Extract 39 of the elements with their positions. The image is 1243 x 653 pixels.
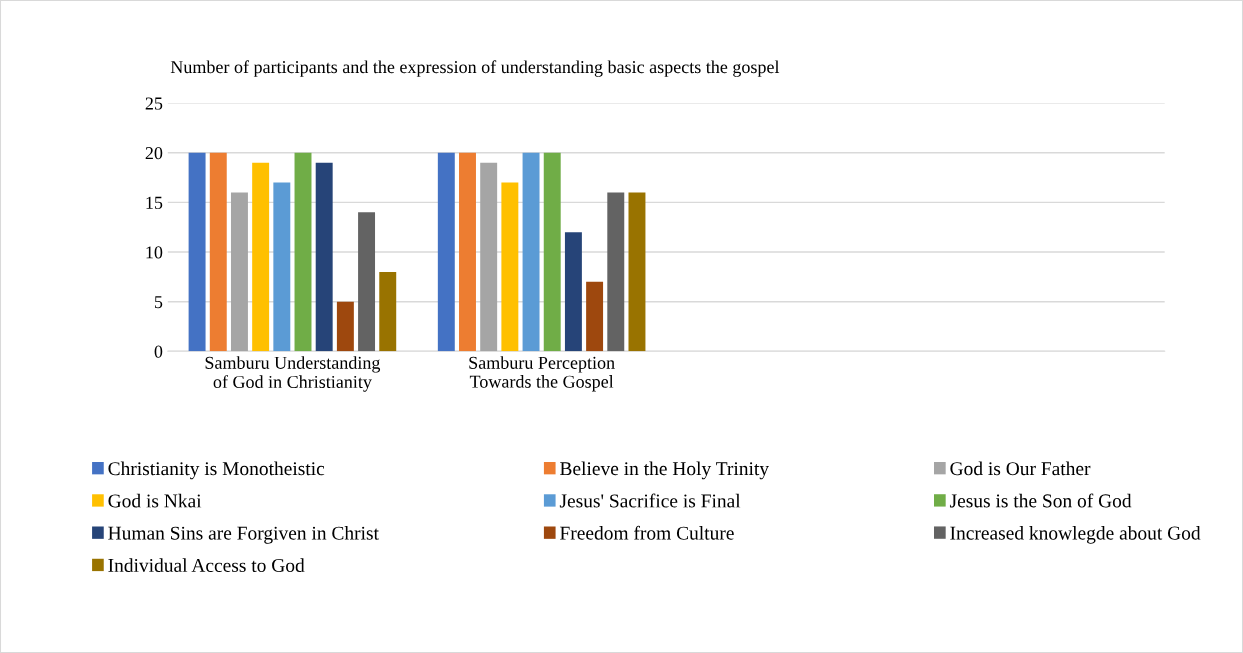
bar	[437, 152, 455, 352]
bar	[230, 192, 248, 352]
y-tick-label: 20	[145, 147, 163, 160]
bar	[522, 152, 540, 352]
x-tick-label: Samburu Understanding of God in Christianity	[205, 356, 381, 392]
legend-label: Jesus is the Son of God	[949, 493, 1132, 508]
x-tick-label: Samburu Perception Towards the Gospel	[469, 356, 615, 392]
legend-label: Individual Access to God	[108, 558, 305, 572]
legend-label: God is Our Father	[950, 461, 1091, 476]
legend-label: Christianity is Monotheistic	[108, 461, 325, 480]
legend-label: Freedom from Culture	[560, 525, 734, 540]
legend-label: Jesus' Sacrifice is Final	[559, 493, 741, 508]
bar	[252, 162, 270, 352]
bar	[209, 152, 227, 352]
y-tick-label: 15	[146, 196, 163, 209]
bar	[564, 232, 582, 352]
bar	[188, 152, 206, 352]
bar	[273, 182, 291, 352]
legend-label: God is Nkai	[108, 493, 202, 508]
y-tick-label: 0	[154, 345, 163, 358]
bar	[459, 152, 476, 352]
bar	[480, 162, 498, 352]
bar	[294, 152, 312, 352]
chart-title: Number of participants and the expression of understanding basic aspects the gospel	[170, 60, 780, 77]
bar	[628, 192, 646, 352]
bar	[543, 152, 561, 352]
bar	[501, 182, 519, 352]
legend-label: Believe in the Holy Trinity	[560, 461, 769, 480]
legend-label: Increased knowlegde about God	[950, 525, 1201, 544]
y-tick-label: 5	[154, 296, 163, 309]
y-tick-label: 10	[146, 246, 163, 259]
bar	[607, 192, 625, 352]
legend-label: Human Sins are Forgiven in Christ	[108, 526, 379, 544]
bar	[336, 301, 354, 352]
bar	[358, 212, 376, 352]
bar	[586, 281, 604, 352]
bar	[315, 162, 333, 352]
y-tick-label: 25	[145, 97, 163, 110]
bar	[379, 271, 397, 352]
